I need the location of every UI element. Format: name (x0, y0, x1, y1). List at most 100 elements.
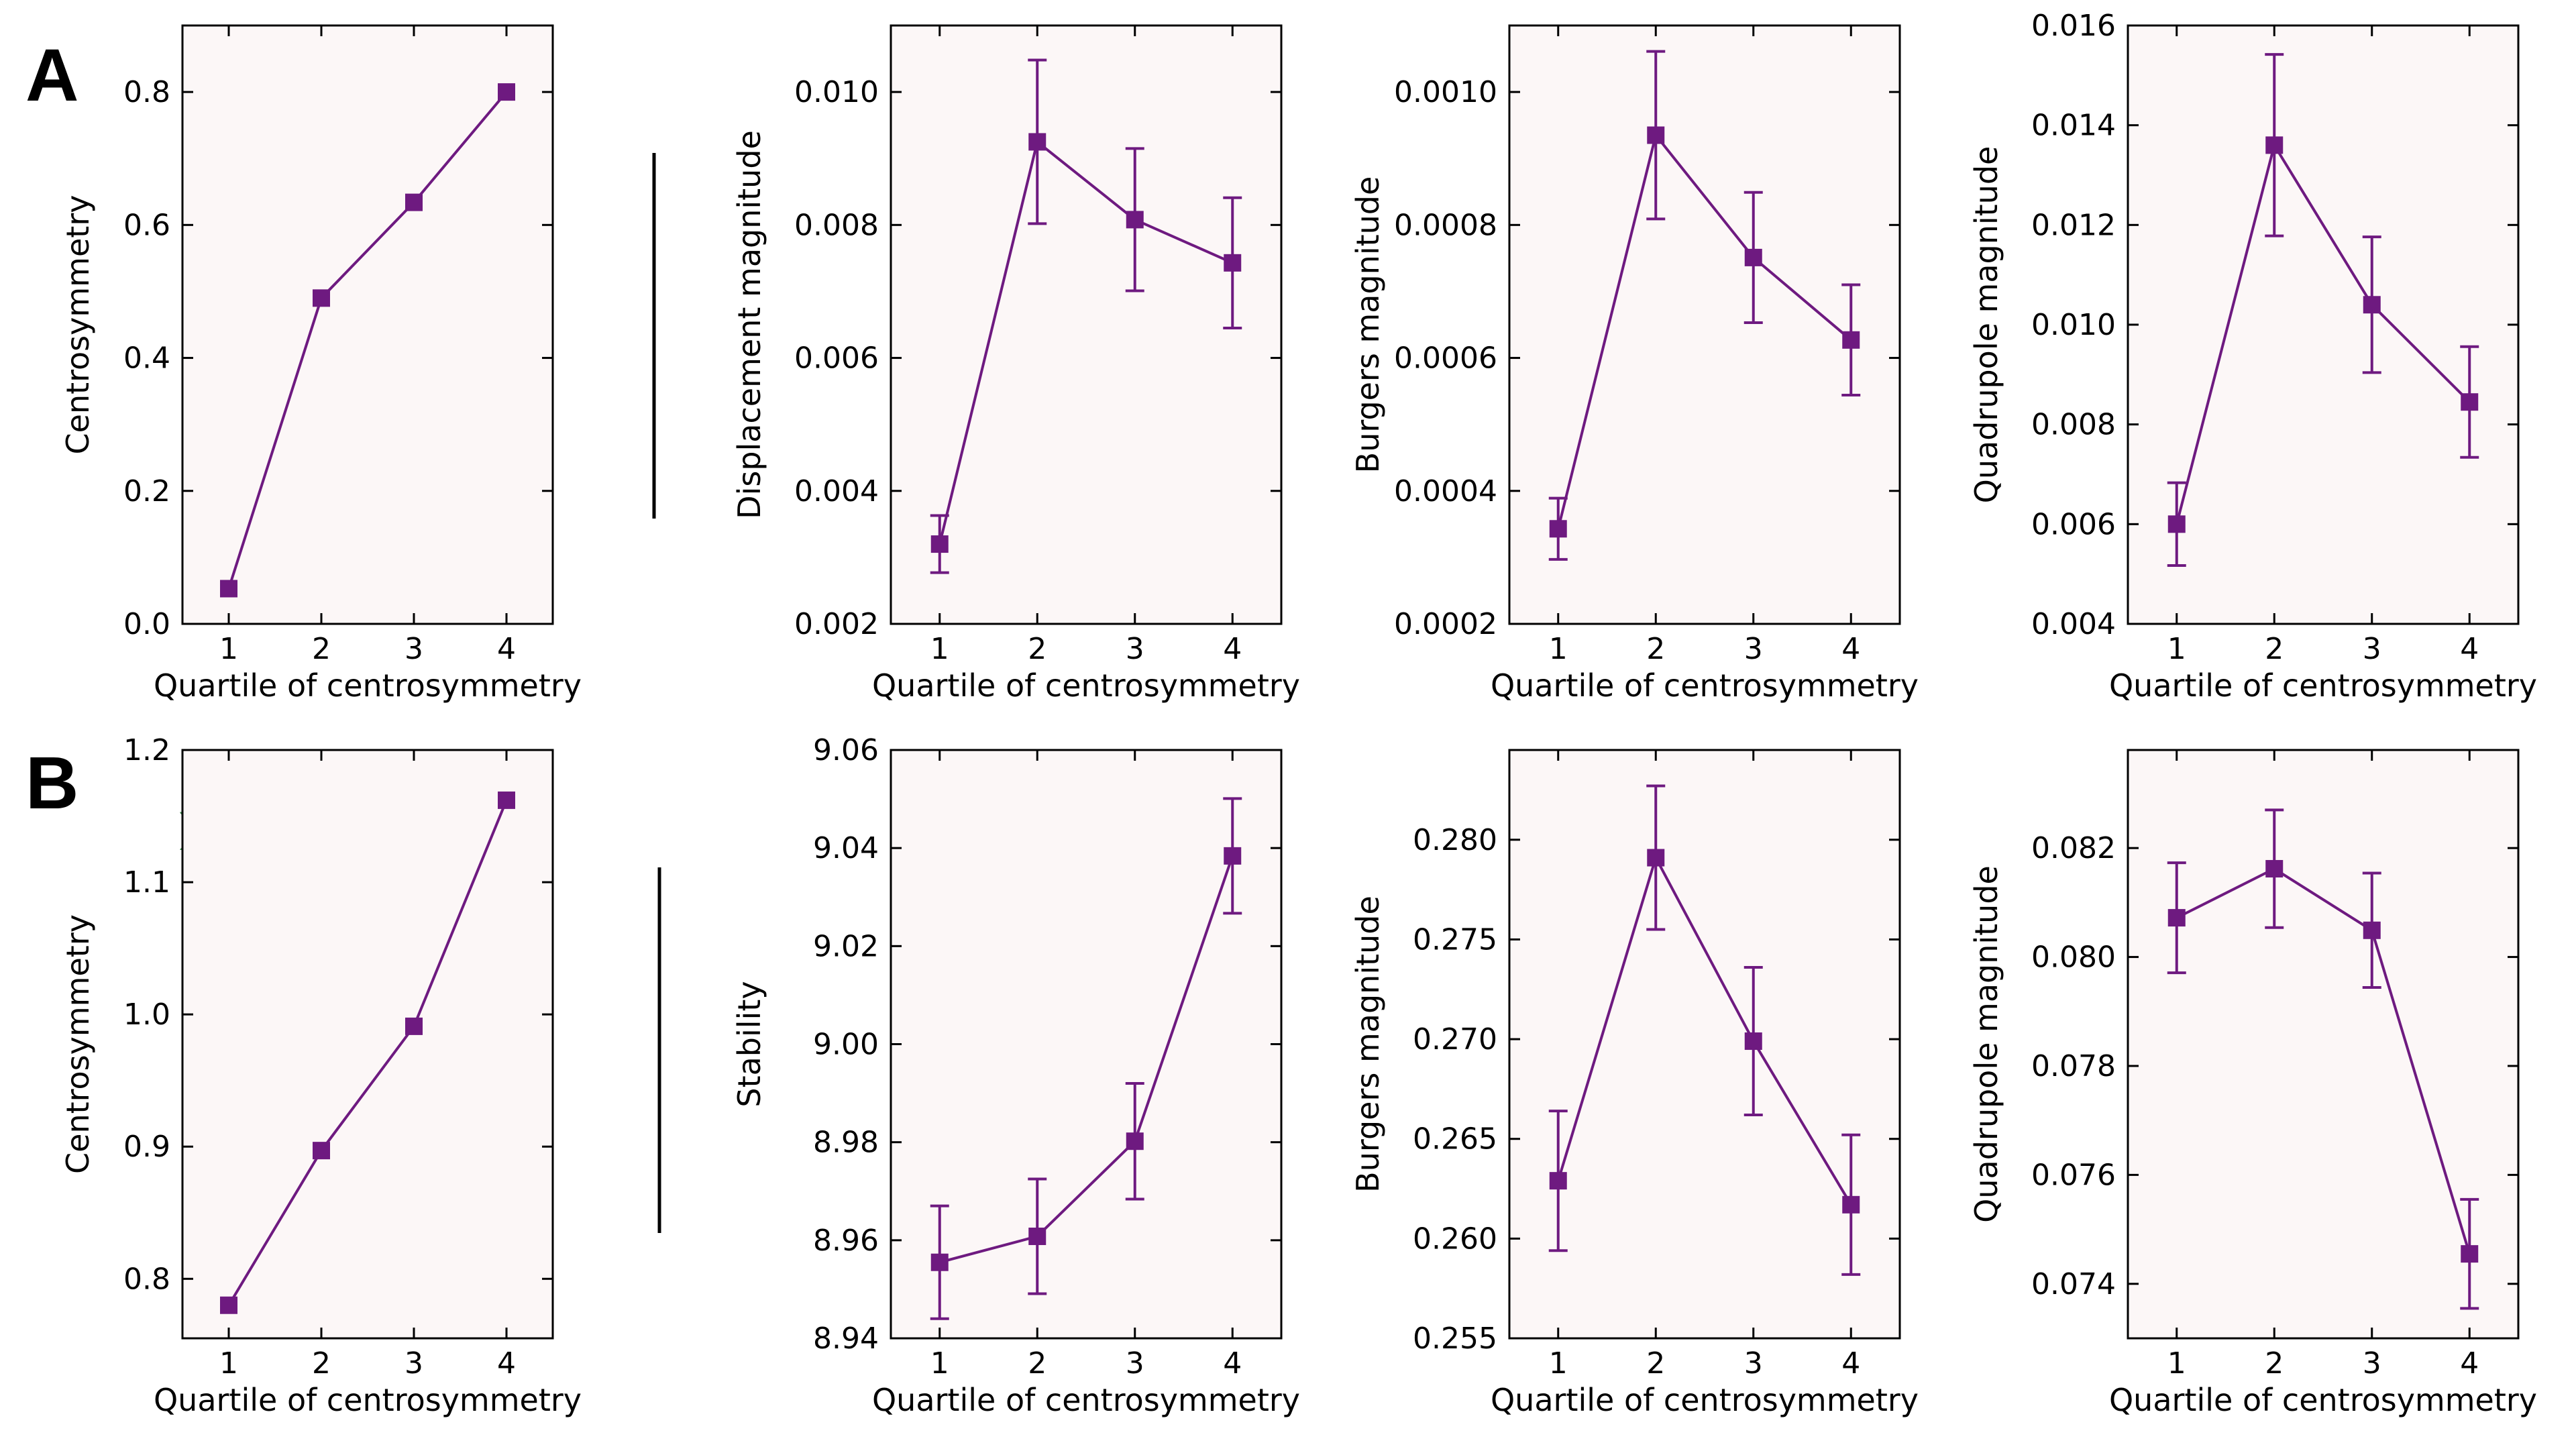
ytick-label: 0.078 (2031, 1049, 2116, 1083)
ytick-label: 0.008 (794, 208, 879, 242)
ytick-label: 0.008 (2031, 408, 2116, 442)
ytick-label: 0.014 (2031, 109, 2116, 143)
ytick-label: 0.080 (2031, 941, 2116, 975)
xtick-label: 4 (1223, 632, 1242, 666)
xtick-label: 1 (219, 1346, 238, 1381)
data-point (2265, 860, 2284, 878)
xtick-label: 3 (1744, 632, 1763, 666)
plot-area-a3 (1508, 24, 1901, 625)
data-point (2363, 296, 2381, 314)
xtick-label: 3 (1126, 632, 1144, 666)
ytick-label: 0.010 (2031, 308, 2116, 342)
data-point (930, 535, 949, 553)
ytick-label: 0.6 (123, 208, 170, 242)
xtick-label: 2 (2265, 1346, 2284, 1381)
ytick-label: 9.00 (813, 1028, 879, 1062)
data-point (220, 1296, 237, 1314)
ytick-label: 0.076 (2031, 1158, 2116, 1192)
ytick-label: 0.016 (2031, 9, 2116, 43)
data-point (1744, 1032, 1762, 1051)
data-point (1647, 849, 1665, 867)
plot-area-a1 (181, 24, 554, 625)
ytick-label: 0.012 (2031, 208, 2116, 242)
ytick-label: 0.260 (1413, 1222, 1497, 1256)
xtick-label: 4 (1841, 1346, 1860, 1381)
data-point (2167, 909, 2186, 927)
ytick-label: 0.2 (123, 474, 170, 508)
xtick-label: 3 (405, 1346, 423, 1381)
ytick-label: 0.255 (1413, 1322, 1497, 1356)
ytick-label: 0.4 (123, 341, 170, 376)
xtick-label: 4 (497, 1346, 516, 1381)
data-point (1126, 1132, 1144, 1150)
y-axis-label: Centrosymmetry (60, 195, 96, 455)
xtick-label: 3 (2363, 632, 2381, 666)
data-point (498, 791, 515, 809)
ytick-label: 9.02 (813, 929, 879, 963)
ytick-label: 0.0010 (1394, 75, 1497, 109)
ytick-label: 0.006 (794, 341, 879, 376)
plot-area-a4 (2127, 24, 2520, 625)
data-point (1549, 1172, 1567, 1190)
xtick-label: 1 (1549, 632, 1568, 666)
data-point (1842, 1195, 1860, 1214)
chart-a3: 0.0002 0.0004 0.0006 0.0008 0.0010 1 2 3 4Quarti… (1350, 24, 1919, 704)
xtick-label: 2 (1028, 632, 1046, 666)
xtick-label: 4 (2460, 632, 2479, 666)
data-point (2461, 1245, 2479, 1263)
data-point (2363, 921, 2381, 939)
ytick-label: 0.265 (1413, 1122, 1497, 1157)
ytick-label: 0.004 (794, 474, 879, 508)
data-point (498, 83, 515, 101)
xtick-label: 3 (1744, 1346, 1763, 1381)
ytick-label: 0.006 (2031, 507, 2116, 541)
ytick-label: 8.94 (813, 1322, 879, 1356)
plot-area-b4 (2127, 749, 2520, 1340)
chart-b2: 8.94 8.96 8.98 9.00 9.02 9.04 9.06 1 2 3 4Quartile… (731, 733, 1300, 1418)
ytick-label: 0.0006 (1394, 341, 1497, 376)
ytick-label: 0.010 (794, 75, 879, 109)
data-point (405, 1017, 423, 1035)
ytick-label: 9.04 (813, 831, 879, 865)
xtick-label: 2 (1646, 632, 1665, 666)
ytick-label: 0.0004 (1394, 474, 1497, 508)
data-point (1224, 847, 1242, 865)
ytick-label: 0.0 (123, 607, 170, 641)
xtick-label: 4 (497, 632, 516, 666)
xtick-label: 1 (219, 632, 238, 666)
series-line (2176, 867, 2471, 1254)
panel-label-a: A (25, 34, 78, 117)
plot-area-b3 (1508, 749, 1901, 1340)
xtick-label: 1 (2167, 632, 2186, 666)
data-point (405, 193, 423, 211)
ytick-label: 0.9 (123, 1130, 170, 1164)
xtick-label: 2 (312, 1346, 331, 1381)
plot-area-b1 (181, 749, 554, 1340)
ytick-label: 0.074 (2031, 1267, 2116, 1301)
series-line (227, 800, 508, 1306)
ytick-label: 0.270 (1413, 1022, 1497, 1057)
xtick-label: 2 (1646, 1346, 1665, 1381)
data-point (2265, 136, 2284, 154)
data-point (1028, 1227, 1046, 1245)
data-point (1549, 520, 1567, 538)
x-axis-label: Quartile of centrosymmetry (154, 1382, 582, 1418)
xtick-label: 1 (2167, 1346, 2186, 1381)
xtick-label: 1 (1549, 1346, 1568, 1381)
ytick-label: 8.96 (813, 1224, 879, 1258)
ytick-label: 1.0 (123, 998, 170, 1032)
y-axis-label: Centrosymmetry (60, 914, 96, 1174)
x-axis-label: Quartile of centrosymmetry (2109, 1382, 2537, 1418)
x-axis-label: Quartile of centrosymmetry (1491, 1382, 1919, 1418)
ytick-label: 9.06 (813, 733, 879, 767)
ytick-label: 0.004 (2031, 607, 2116, 641)
y-axis-label: Burgers magnitude (1350, 176, 1386, 474)
data-point (1028, 133, 1046, 151)
ytick-label: 1.2 (123, 733, 170, 767)
series-line (227, 91, 508, 590)
data-point (313, 289, 330, 307)
xtick-label: 1 (930, 632, 949, 666)
